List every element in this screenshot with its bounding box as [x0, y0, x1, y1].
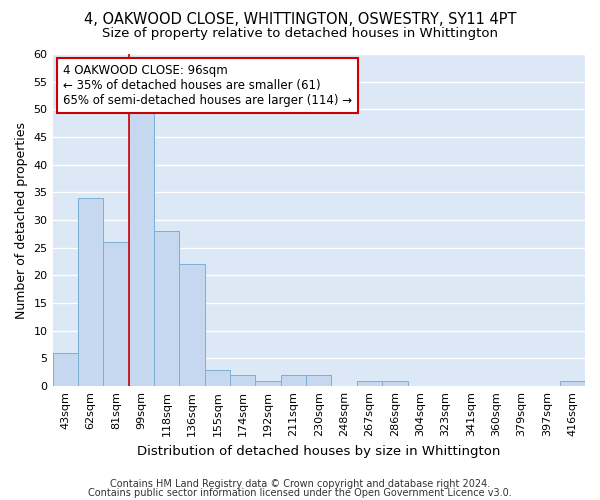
Text: 4 OAKWOOD CLOSE: 96sqm
← 35% of detached houses are smaller (61)
65% of semi-det: 4 OAKWOOD CLOSE: 96sqm ← 35% of detached… — [63, 64, 352, 107]
Bar — [357, 380, 382, 386]
Bar — [230, 375, 256, 386]
Bar — [154, 231, 179, 386]
Text: Contains public sector information licensed under the Open Government Licence v3: Contains public sector information licen… — [88, 488, 512, 498]
Bar — [103, 242, 128, 386]
Text: Contains HM Land Registry data © Crown copyright and database right 2024.: Contains HM Land Registry data © Crown c… — [110, 479, 490, 489]
Bar — [306, 375, 331, 386]
Text: 4, OAKWOOD CLOSE, WHITTINGTON, OSWESTRY, SY11 4PT: 4, OAKWOOD CLOSE, WHITTINGTON, OSWESTRY,… — [84, 12, 516, 28]
Bar — [382, 380, 407, 386]
Text: Size of property relative to detached houses in Whittington: Size of property relative to detached ho… — [102, 28, 498, 40]
Y-axis label: Number of detached properties: Number of detached properties — [15, 122, 28, 318]
Bar — [128, 110, 154, 386]
Bar — [281, 375, 306, 386]
Bar — [179, 264, 205, 386]
Bar — [205, 370, 230, 386]
Bar — [78, 198, 103, 386]
Bar — [256, 380, 281, 386]
Bar — [53, 353, 78, 386]
X-axis label: Distribution of detached houses by size in Whittington: Distribution of detached houses by size … — [137, 444, 500, 458]
Bar — [560, 380, 585, 386]
